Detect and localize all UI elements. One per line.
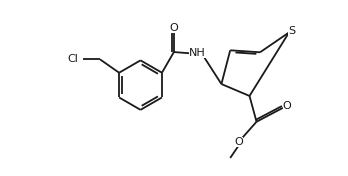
Text: S: S	[288, 26, 295, 36]
Text: O: O	[283, 101, 292, 111]
Text: NH: NH	[189, 48, 206, 58]
Text: O: O	[169, 23, 178, 33]
Text: Cl: Cl	[67, 54, 78, 64]
Text: O: O	[235, 137, 243, 147]
